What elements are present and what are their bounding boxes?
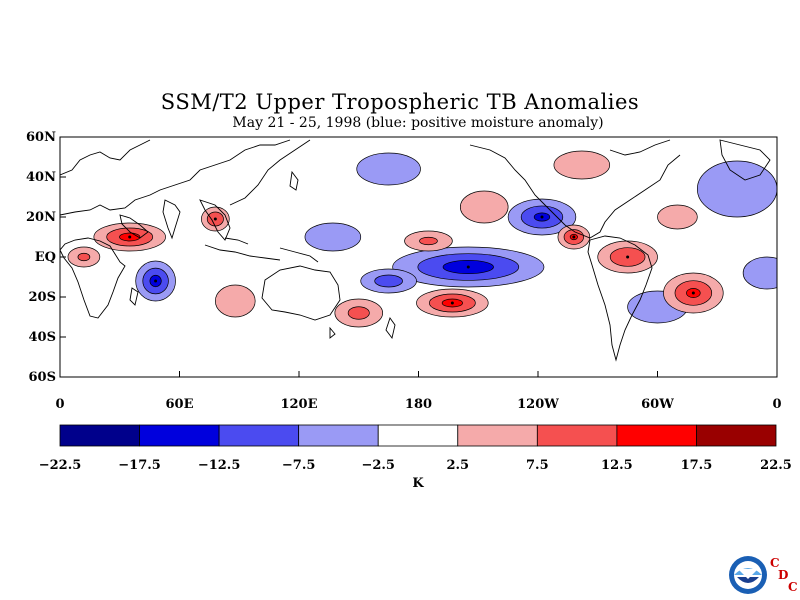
- colorbar-swatch-3: [298, 424, 379, 447]
- y-tick-label-1: 40N: [26, 170, 56, 185]
- colorbar-tick-label-0: −22.5: [39, 458, 82, 473]
- y-tick-label-3: EQ: [35, 250, 56, 265]
- anomaly-region-1-level-1: [374, 274, 403, 288]
- anomaly-center-14: [572, 235, 576, 239]
- y-tick-label-2: 20N: [26, 210, 56, 225]
- y-tick-label-0: 60N: [26, 130, 56, 145]
- anomaly-center-9: [128, 235, 132, 239]
- anomaly-region-18-level-0: [657, 204, 698, 230]
- y-tick-label-4: 20S: [29, 290, 56, 305]
- colorbar-tick-label-4: −2.5: [361, 458, 395, 473]
- x-tick-label-3: 180: [405, 397, 432, 412]
- cdc-letter-c1: C: [770, 556, 780, 570]
- anomaly-center-3: [540, 215, 544, 219]
- anomaly-region-21-level-0: [214, 284, 256, 318]
- anomaly-region-19-level-0: [459, 190, 509, 224]
- x-tick-label-2: 120E: [280, 397, 317, 412]
- anomaly-center-13: [450, 301, 454, 305]
- colorbar-tick-label-8: 17.5: [681, 458, 713, 473]
- colorbar-tick-label-9: 22.5: [760, 458, 792, 473]
- anomaly-center-0: [466, 265, 470, 269]
- x-tick-label-0: 0: [55, 397, 64, 412]
- anomaly-region-20-level-0: [553, 150, 611, 180]
- x-tick-label-5: 60W: [641, 397, 674, 412]
- anomaly-center-15: [626, 255, 630, 259]
- colorbar-swatch-2: [218, 424, 300, 447]
- y-tick-label-6: 60S: [29, 370, 56, 385]
- anomaly-region-12-level-1: [419, 236, 438, 246]
- anomaly-region-6-level-0: [696, 160, 777, 218]
- colorbar-swatch-7: [616, 424, 697, 447]
- anomaly-center-16: [691, 291, 695, 295]
- colorbar-swatch-5: [457, 424, 538, 447]
- colorbar-tick-label-5: 2.5: [446, 458, 469, 473]
- colorbar-swatch-6: [536, 424, 618, 447]
- y-tick-label-5: 40S: [29, 330, 56, 345]
- colorbar-swatch-0: [59, 424, 140, 447]
- colorbar-tick-label-1: −17.5: [118, 458, 161, 473]
- anomaly-region-8-level-0: [742, 256, 777, 290]
- colorbar-tick-label-3: −7.5: [282, 458, 316, 473]
- cdc-letter-c2: C: [788, 580, 798, 594]
- anomaly-center-11: [213, 217, 217, 221]
- x-tick-label-4: 120W: [517, 397, 559, 412]
- anomaly-region-2-level-0: [304, 222, 362, 252]
- colorbar-tick-label-7: 12.5: [601, 458, 633, 473]
- chart-subtitle: May 21 - 25, 1998 (blue: positive moistu…: [232, 115, 604, 131]
- colorbar-swatch-8: [696, 424, 777, 447]
- anomaly-region-10-level-1: [77, 252, 91, 262]
- anomaly-region-5-level-0: [356, 152, 421, 186]
- x-tick-label-1: 60E: [166, 397, 194, 412]
- colorbar-tick-label-6: 7.5: [526, 458, 549, 473]
- colorbar-swatch-1: [139, 424, 220, 447]
- colorbar-tick-label-2: −12.5: [198, 458, 241, 473]
- chart-title: SSM/T2 Upper Tropospheric TB Anomalies: [160, 90, 640, 114]
- noaa-logo: [729, 556, 767, 594]
- colorbar-unit-label: K: [412, 476, 424, 491]
- x-tick-label-6: 0: [772, 397, 781, 412]
- anomaly-center-4: [154, 279, 158, 283]
- colorbar-swatch-4: [377, 424, 459, 447]
- cdc-letter-d: D: [778, 568, 789, 582]
- anomaly-region-17-level-1: [347, 306, 370, 320]
